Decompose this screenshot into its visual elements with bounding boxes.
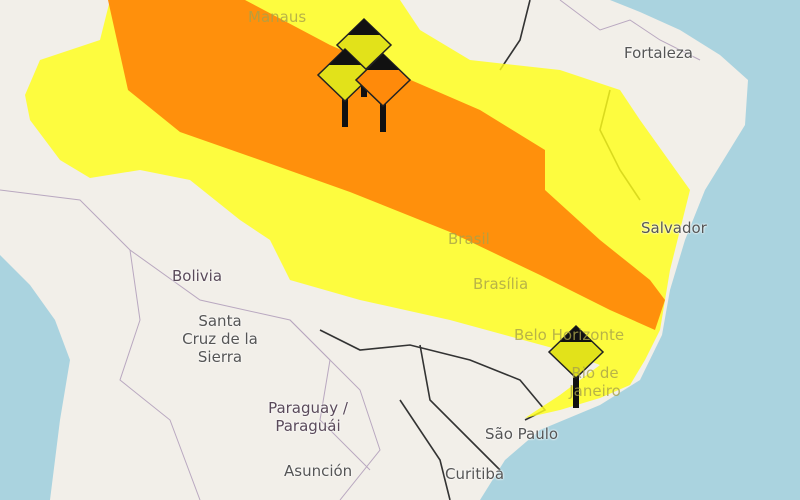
city-label-belo-horizonte: Belo Horizonte (514, 326, 625, 344)
country-label-brasil: Brasil (448, 230, 490, 248)
city-label-brasilia: Brasília (473, 275, 529, 293)
city-label-salvador: Salvador (641, 219, 707, 237)
city-label-santa-cruz: Santa Cruz de la Sierra (182, 312, 258, 366)
city-label-fortaleza: Fortaleza (624, 44, 693, 62)
country-label-paraguay: Paraguay / Paraguái (268, 399, 348, 435)
pacific-ocean (0, 255, 70, 500)
warning-diamond-icon[interactable] (316, 47, 374, 127)
state-borders (0, 0, 701, 500)
warning-diamond-icon[interactable] (354, 52, 412, 132)
warning-diamond-icon[interactable] (547, 324, 605, 408)
city-label-curitiba: Curitiba (445, 465, 505, 483)
city-label-sao-paulo: São Paulo (485, 425, 559, 443)
city-label-manaus: Manaus (248, 8, 307, 26)
city-label-rio: Rio de Janeiro (569, 364, 621, 400)
atlantic-ocean (480, 0, 800, 500)
city-label-asuncion: Asunción (284, 462, 353, 480)
orange-alert-area[interactable] (108, 0, 665, 330)
country-label-bolivia: Bolivia (172, 267, 223, 285)
